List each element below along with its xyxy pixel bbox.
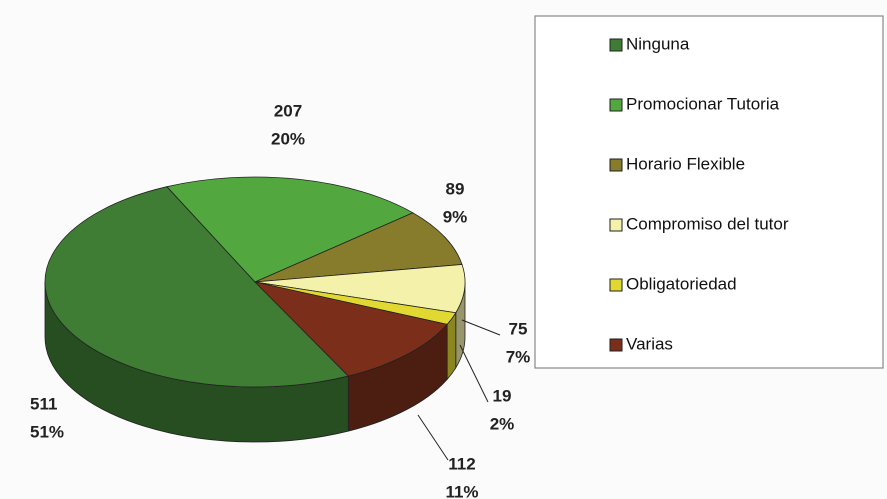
- slice: [166, 176, 414, 283]
- leader-line: [461, 319, 501, 336]
- legend-swatch: [609, 38, 623, 52]
- legend-swatch: [609, 158, 623, 172]
- slice: [254, 212, 463, 283]
- legend-label: Horario Flexible: [626, 154, 745, 173]
- value-label: 89: [446, 179, 465, 198]
- legend-label: Compromiso del tutor: [626, 214, 789, 233]
- percent-label: 7%: [506, 347, 531, 366]
- value-label: 511: [30, 394, 57, 413]
- legend-label: Varias: [626, 334, 673, 353]
- slice: [253, 281, 448, 377]
- percent-label: 20%: [271, 129, 305, 148]
- legend-box: [534, 15, 884, 369]
- legend-label: Obligatoriedad: [626, 274, 737, 293]
- value-label: 75: [509, 319, 528, 338]
- legend-swatch: [609, 338, 623, 352]
- leader-line: [417, 414, 449, 461]
- percent-label: 2%: [490, 414, 515, 433]
- value-label: 207: [274, 101, 302, 120]
- slice: [44, 186, 350, 388]
- legend-label: Ninguna: [626, 34, 690, 53]
- percent-label: 51%: [30, 422, 64, 441]
- slice: [254, 264, 466, 314]
- percent-label: 9%: [443, 207, 468, 226]
- legend-label: Promocionar Tutoria: [626, 94, 780, 113]
- percent-label: 11%: [445, 482, 478, 499]
- legend-swatch: [609, 278, 623, 292]
- legend-swatch: [609, 98, 623, 112]
- legend-swatch: [609, 218, 623, 232]
- leader-line: [459, 344, 489, 403]
- value-label: 19: [493, 386, 512, 405]
- value-label: 112: [448, 454, 475, 473]
